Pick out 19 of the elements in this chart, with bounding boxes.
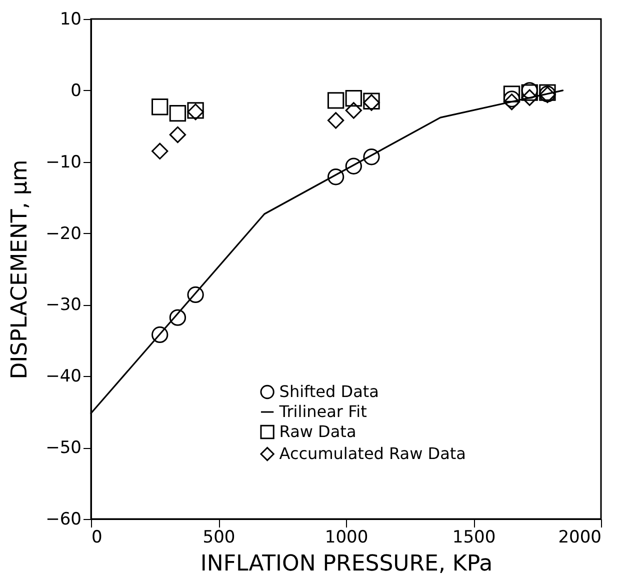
- x-tick-label: 2000: [558, 528, 602, 548]
- x-tick-label: 0: [92, 528, 102, 548]
- legend-label: Accumulated Raw Data: [279, 444, 466, 463]
- legend-label: Raw Data: [279, 422, 356, 441]
- y-axis-title: DISPLACEMENT, μm: [8, 160, 33, 380]
- legend-label: Shifted Data: [279, 382, 379, 401]
- y-tick-label: 10: [60, 10, 82, 30]
- legend-label: Trilinear Fit: [278, 402, 367, 421]
- x-tick-label: 500: [202, 528, 236, 548]
- y-tick-label: −20: [46, 224, 82, 244]
- y-tick-label: −40: [46, 366, 82, 387]
- y-tick-label: −10: [46, 152, 82, 172]
- y-tick-label: −60: [46, 510, 82, 530]
- x-tick-label: 1000: [324, 528, 368, 548]
- x-tick-label: 1500: [452, 528, 496, 548]
- y-tick-label: −50: [46, 438, 82, 458]
- x-axis-title: INFLATION PRESSURE, KPa: [200, 552, 493, 576]
- y-tick-label: 0: [70, 80, 82, 101]
- y-tick-label: −30: [46, 295, 82, 316]
